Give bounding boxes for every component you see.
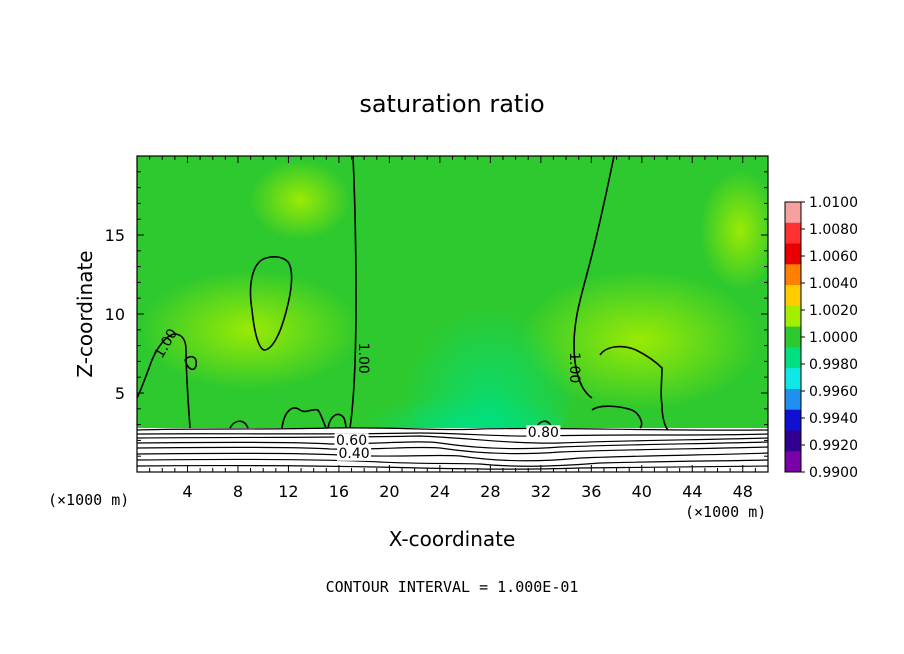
field-blob bbox=[520, 270, 760, 410]
contour-line bbox=[137, 465, 768, 470]
x-axis-label: X-coordinate bbox=[389, 527, 516, 551]
x-tick-label: 4 bbox=[182, 482, 192, 501]
contour-label: 1.00 bbox=[566, 352, 582, 383]
x-axis-unit-left: (×1000 m) bbox=[48, 491, 129, 509]
contour-line bbox=[137, 452, 768, 462]
footer-note: CONTOUR INTERVAL = 1.000E-01 bbox=[326, 578, 579, 596]
contour-line bbox=[573, 156, 615, 399]
contour-line bbox=[137, 441, 768, 450]
field-blob bbox=[140, 270, 360, 390]
x-tick-label: 40 bbox=[632, 482, 652, 501]
plot-area bbox=[137, 156, 768, 472]
contour-line bbox=[229, 420, 249, 429]
colorbar-label: 0.9940 bbox=[809, 411, 858, 427]
colorbar-swatch bbox=[785, 222, 801, 245]
contour-line bbox=[327, 413, 347, 429]
x-tick-label: 20 bbox=[379, 482, 399, 501]
y-tick-labels: 5 10 15 bbox=[105, 226, 125, 403]
colorbar-swatch bbox=[785, 430, 801, 452]
colorbar-label: 1.0040 bbox=[809, 276, 858, 292]
colorbar-swatch bbox=[785, 305, 801, 328]
unity-contours bbox=[137, 156, 669, 431]
contour-label: 0.80 bbox=[528, 425, 559, 441]
colorbar bbox=[784, 201, 802, 473]
colorbar-label: 1.0000 bbox=[809, 330, 858, 346]
x-tick-label: 24 bbox=[430, 482, 450, 501]
y-tick-label: 10 bbox=[105, 305, 125, 324]
colorbar-swatch bbox=[785, 368, 801, 390]
x-axis-unit-right: (×1000 m) bbox=[685, 503, 766, 521]
colorbar-label: 1.0100 bbox=[809, 195, 858, 211]
y-tick-label: 5 bbox=[115, 384, 125, 403]
contour-line bbox=[281, 407, 327, 429]
x-tick-label: 36 bbox=[581, 482, 601, 501]
chart-title: saturation ratio bbox=[359, 90, 544, 118]
contour-line bbox=[137, 427, 768, 431]
contour-line bbox=[599, 345, 669, 431]
contour-label: 0.40 bbox=[338, 446, 369, 462]
colorbar-swatch bbox=[785, 202, 801, 224]
colorbar-label: 1.0080 bbox=[809, 222, 858, 238]
colorbar-swatch bbox=[785, 285, 801, 307]
contour-label-bg bbox=[526, 425, 561, 441]
colorbar-swatch bbox=[785, 388, 801, 411]
colorbar-label: 0.9900 bbox=[809, 465, 858, 481]
colorbar-swatch bbox=[785, 264, 801, 286]
contour-line bbox=[137, 333, 191, 429]
colorbar-label: 0.9980 bbox=[809, 357, 858, 373]
colorbar-swatch bbox=[785, 243, 801, 265]
x-tick-labels: 4 8 12 16 20 24 28 32 36 40 44 48 bbox=[182, 482, 753, 501]
contour-label: 0.60 bbox=[336, 433, 367, 449]
x-tick-label: 48 bbox=[733, 482, 753, 501]
contour-line bbox=[184, 355, 198, 371]
x-tick-label: 44 bbox=[682, 482, 702, 501]
colorbar-label: 0.9920 bbox=[809, 438, 858, 454]
field-blob bbox=[250, 160, 350, 240]
x-tick-label: 8 bbox=[233, 482, 243, 501]
contour-line bbox=[137, 432, 768, 437]
colorbar-label: 0.9960 bbox=[809, 384, 858, 400]
x-tick-label: 16 bbox=[329, 482, 349, 501]
colorbar-swatch bbox=[785, 409, 801, 431]
x-tick-label: 12 bbox=[278, 482, 298, 501]
contour-line bbox=[137, 446, 768, 455]
axis-ticks bbox=[137, 156, 768, 472]
colorbar-swatch bbox=[785, 347, 801, 369]
colorbar-label: 1.0020 bbox=[809, 303, 858, 319]
contour-line bbox=[137, 435, 768, 444]
colorbar-label: 1.0060 bbox=[809, 249, 858, 265]
y-axis-label: Z-coordinate bbox=[73, 250, 97, 377]
contour-label-bg bbox=[337, 445, 372, 461]
contour-label: 1.00 bbox=[355, 343, 371, 374]
contour-line bbox=[137, 458, 768, 467]
field-blob bbox=[700, 170, 768, 290]
x-tick-label: 32 bbox=[531, 482, 551, 501]
y-tick-label: 15 bbox=[105, 226, 125, 245]
contour-line bbox=[349, 156, 357, 429]
ground-contours bbox=[137, 427, 768, 470]
colorbar-swatch bbox=[785, 326, 801, 348]
contour-line bbox=[591, 405, 643, 429]
contour-line bbox=[249, 256, 293, 351]
colorbar-labels: 1.0100 1.0080 1.0060 1.0040 1.0020 1.0000 0.99… bbox=[801, 195, 858, 481]
contour-label-bg bbox=[334, 433, 369, 449]
x-tick-label: 28 bbox=[480, 482, 500, 501]
colorbar-swatch bbox=[785, 451, 801, 473]
